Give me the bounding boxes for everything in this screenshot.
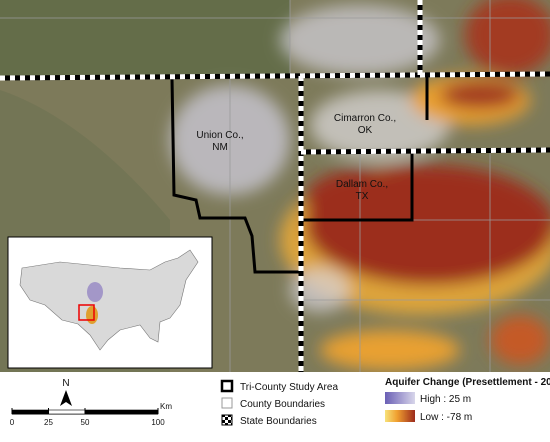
legend-label: County Boundaries [240,399,325,410]
place-label-line: Union Co., [196,130,243,141]
high-swatch [385,392,415,404]
scale-tick-label: 25 [44,418,53,427]
scale-tick-label: 0 [10,418,15,427]
scale-bar: 0 25 50 100 Km [10,402,173,427]
scale-segment [11,409,49,415]
north-arrow-shape [60,390,72,406]
place-label-line: NM [212,142,228,153]
place-label: Cimarron Co., OK [334,113,396,136]
aquifer-overlay [170,0,550,370]
scale-segment [48,409,86,415]
inset-locator [78,304,95,321]
legend-label: State Boundaries [240,416,317,427]
legend-label: Low : -78 m [420,412,472,423]
state-boundaries [0,0,550,372]
place-labels: Union Co., NM Cimarron Co., OK Dallam Co., TX [196,113,396,202]
place-label: Dallam Co., TX [336,179,388,202]
aquifer-legend: Aquifer Change (Presettlement - 2013) Hi… [385,377,550,423]
scale-tick-label: 100 [151,418,165,427]
county-swatch [221,397,233,409]
north-label: N [62,378,69,389]
place-label-line: OK [358,125,373,136]
legend-label: High : 25 m [420,394,471,405]
place-label-line: Dallam Co., [336,179,388,190]
low-swatch [385,410,415,422]
scale-tick-label: 50 [81,418,90,427]
scale-unit: Km [160,402,172,411]
north-arrow: N [60,378,72,406]
terrain-north [0,0,290,76]
legend-label: Tri-County Study Area [240,382,338,393]
inset-map [7,236,213,369]
scale-segment [84,409,159,415]
place-label-line: TX [356,191,369,202]
inset-aquifer-south [86,306,98,324]
boundary-legend: Tri-County Study Area County Boundaries … [220,379,338,427]
map-area: Union Co., NM Cimarron Co., OK Dallam Co., TX [0,0,550,372]
tri-county-swatch [220,379,234,393]
tri-county-boundary [170,76,429,274]
legend-panel [0,372,550,437]
place-label: Union Co., NM [196,130,243,153]
legend-title: Aquifer Change (Presettlement - 2013) [385,377,550,388]
county-boundaries [0,0,550,372]
inset-us [19,249,199,351]
state-swatch [221,414,233,426]
place-label-line: Cimarron Co., [334,113,396,124]
inset-aquifer [87,282,103,302]
